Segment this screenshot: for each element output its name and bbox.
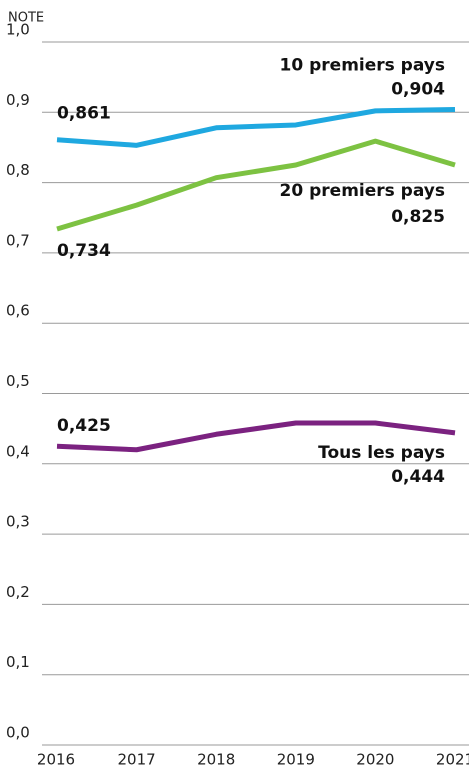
data-label: 0,425	[57, 416, 111, 436]
x-tick-label: 2021	[436, 751, 469, 769]
y-tick-label: 0,8	[6, 161, 30, 179]
y-tick-label: 0,7	[6, 231, 30, 249]
y-axis-label: NOTE	[8, 11, 44, 26]
data-label: 0,734	[57, 241, 111, 261]
y-tick-label: 0,9	[6, 91, 30, 109]
series-label: Tous les pays	[318, 443, 445, 463]
x-tick-label: 2018	[197, 751, 235, 769]
y-tick-label: 0,2	[6, 583, 30, 601]
line	[56, 106, 456, 148]
x-tick-label: 2019	[277, 751, 315, 769]
data-label: 0,861	[57, 104, 111, 124]
y-tick-label: 0,6	[6, 302, 30, 320]
y-tick-label: 0,3	[6, 513, 30, 531]
x-tick-label: 2020	[356, 751, 394, 769]
x-tick-label: 2017	[118, 751, 156, 769]
line	[56, 420, 456, 453]
data-label: 0,444	[391, 467, 445, 487]
x-tick-label: 2016	[37, 751, 75, 769]
data-label: 0,904	[391, 79, 445, 99]
y-tick-label: 0,1	[6, 653, 30, 671]
series-label: 10 premiers pays	[280, 55, 445, 75]
y-tick-label: 0,5	[6, 372, 30, 390]
y-tick-label: 0,0	[6, 724, 30, 742]
y-tick-label: 0,4	[6, 442, 30, 460]
data-label: 0,825	[391, 207, 445, 227]
line	[56, 138, 456, 232]
series-label: 20 premiers pays	[280, 181, 445, 201]
y-tick-label: 1,0	[6, 21, 30, 39]
